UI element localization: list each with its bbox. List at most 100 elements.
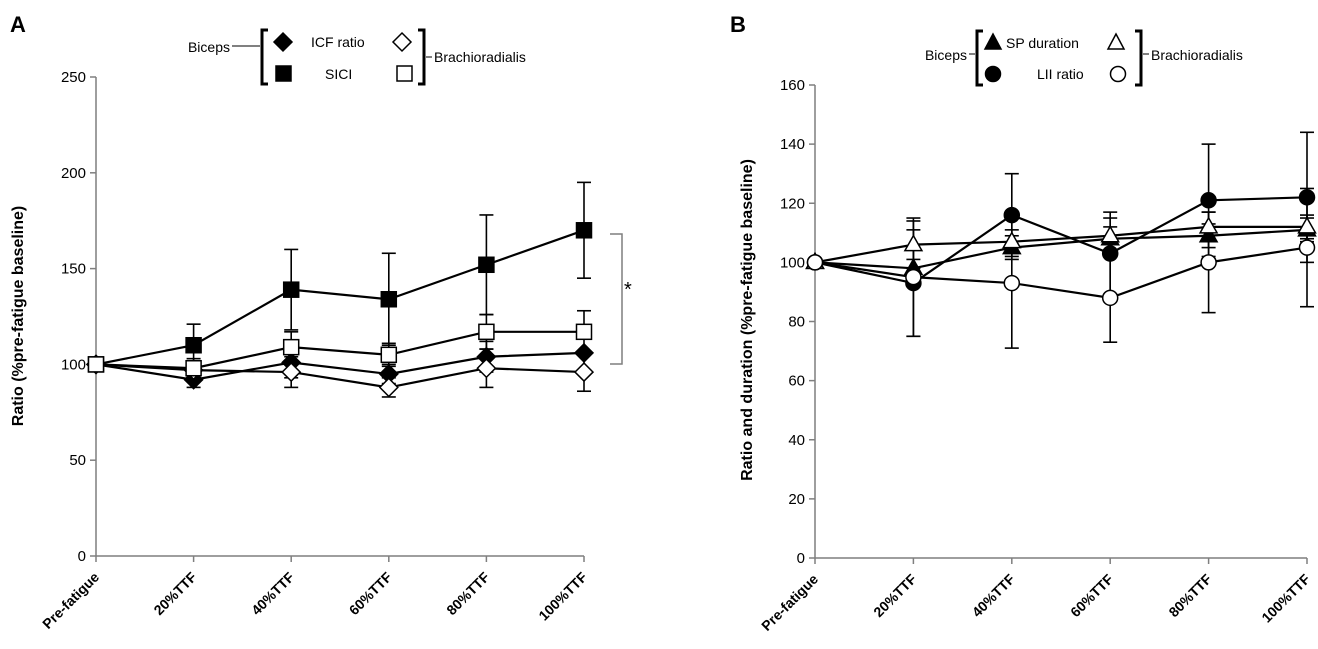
significance-bracket: [610, 233, 623, 365]
y-tick-label: 100: [780, 254, 805, 271]
data-point-icf-ratio-biceps: [573, 342, 595, 363]
data-point-lii-ratio-brachioradialis: [1003, 274, 1021, 292]
x-tick-label: 80%TTF: [1165, 570, 1215, 620]
series-line-sici-brachioradialis: [95, 330, 584, 370]
legend-marker-sici-brachio: [396, 65, 413, 82]
legend-a: Biceps Brachioradialis ICF ratio SICI: [188, 28, 526, 86]
data-point-sici-biceps: [575, 222, 593, 239]
x-tick-label: 100%TTF: [1258, 570, 1313, 625]
series-line-icf-ratio-biceps: [95, 351, 585, 381]
data-point-lii-ratio-brachioradialis: [1298, 239, 1316, 256]
data-point-sp-duration-brachioradialis: [903, 234, 924, 252]
data-point-sp-duration-brachioradialis: [1100, 225, 1120, 243]
panel-a: A Ratio (%pre-fatigue baseline) Biceps B…: [10, 12, 632, 632]
legend-bracket-right: [418, 28, 426, 86]
data-point-sici-brachioradialis: [478, 323, 495, 341]
legend-brachioradialis-label: Brachioradialis: [434, 49, 526, 65]
panel-label-b: B: [730, 12, 746, 37]
data-point-lii-ratio-brachioradialis: [806, 254, 824, 271]
legend-bracket-left: [260, 28, 268, 86]
y-axis-label-b: Ratio and duration (%pre-fatigue baselin…: [739, 159, 756, 481]
data-point-sp-duration-biceps: [1198, 225, 1219, 243]
legend-item-lii-ratio: LII ratio: [1037, 66, 1084, 82]
legend-item-sp-duration: SP duration: [1006, 35, 1079, 51]
legend-marker-lii-brachio: [1109, 65, 1127, 83]
y-tick-label: 0: [78, 548, 86, 565]
panel-label-a: A: [10, 12, 26, 37]
data-point-lii-ratio-biceps: [1101, 245, 1119, 262]
y-tick-label: 200: [61, 165, 86, 182]
series-line-sp-duration-brachioradialis: [814, 225, 1307, 264]
series-line-icf-ratio-brachioradialis: [95, 363, 585, 389]
x-tick-label: 20%TTF: [870, 570, 920, 620]
legend-marker-lii-biceps: [984, 65, 1002, 83]
y-tick-label: 50: [69, 452, 86, 469]
legend-b: Biceps Brachioradialis SP duration LII r…: [925, 29, 1243, 87]
data-point-sici-brachioradialis: [575, 323, 593, 341]
y-tick-label: 20: [788, 491, 805, 508]
y-tick-label: 140: [780, 136, 805, 153]
x-tick-label: 60%TTF: [1067, 570, 1117, 620]
y-axis-label-a: Ratio (%pre-fatigue baseline): [10, 206, 27, 426]
y-tick-label: 160: [780, 77, 805, 94]
x-tick-label: 20%TTF: [150, 568, 200, 618]
data-point-lii-ratio-biceps: [1003, 206, 1021, 224]
data-point-sp-duration-brachioradialis: [1297, 216, 1317, 234]
data-point-sici-brachioradialis: [185, 359, 202, 377]
x-tick-label: 60%TTF: [346, 568, 396, 618]
series-line-sp-duration-biceps: [814, 228, 1308, 270]
y-tick-label: 150: [61, 261, 86, 278]
significance-marker: *: [624, 279, 632, 301]
legend-biceps-label: Biceps: [188, 39, 230, 55]
data-point-lii-ratio-brachioradialis: [1200, 254, 1217, 271]
legend-marker-icf-biceps: [272, 31, 294, 53]
data-point-sp-duration-brachioradialis: [1198, 216, 1219, 234]
y-tick-label: 0: [797, 550, 805, 567]
legend-brachioradialis-label: Brachioradialis: [1151, 47, 1243, 63]
legend-biceps-label: Biceps: [925, 47, 967, 63]
data-point-sp-duration-brachioradialis: [1002, 231, 1022, 249]
y-tick-label: 60: [788, 373, 805, 390]
y-tick-label: 250: [61, 69, 86, 86]
series-line-lii-ratio-biceps: [814, 196, 1308, 285]
data-point-icf-ratio-brachioradialis: [476, 358, 497, 379]
data-point-icf-ratio-brachioradialis: [281, 362, 302, 383]
y-tick-label: 40: [788, 432, 805, 449]
data-point-icf-ratio-brachioradialis: [573, 362, 595, 383]
data-point-lii-ratio-biceps: [1200, 192, 1217, 209]
series-line-lii-ratio-brachioradialis: [814, 246, 1308, 299]
x-tick-label: 100%TTF: [535, 568, 590, 623]
data-point-sici-biceps: [185, 336, 202, 354]
x-tick-label: Pre-fatigue: [758, 571, 821, 634]
plot-area-a: 0 50 100 150 200 250 Pre-fatigue 20%TTF 40%TTF 60…: [39, 69, 595, 632]
data-point-lii-ratio-biceps: [1298, 189, 1316, 206]
data-point-sici-biceps: [478, 256, 495, 274]
legend-bracket-left: [975, 29, 983, 87]
legend-item-sici: SICI: [325, 66, 352, 82]
panel-b: B Ratio and duration (%pre-fatigue basel…: [730, 12, 1317, 634]
x-tick-label: Pre-fatigue: [39, 569, 102, 632]
data-point-sici-brachioradialis: [87, 356, 105, 373]
series-line-sici-biceps: [95, 229, 585, 366]
legend-marker-sp-brachio: [1106, 32, 1126, 50]
legend-marker-icf-brachio: [391, 31, 413, 53]
y-tick-label: 100: [61, 356, 86, 373]
x-tick-label: 80%TTF: [443, 568, 493, 618]
x-tick-label: 40%TTF: [969, 570, 1019, 620]
y-tick-label: 80: [788, 314, 805, 331]
legend-item-icf: ICF ratio: [311, 34, 365, 50]
data-point-sici-biceps: [380, 291, 398, 308]
data-point-sici-brachioradialis: [380, 346, 398, 364]
y-tick-label: 120: [780, 195, 805, 212]
data-point-lii-ratio-brachioradialis: [1101, 289, 1119, 307]
data-point-sici-biceps: [282, 281, 300, 298]
legend-marker-sici-biceps: [275, 65, 292, 82]
plot-area-b: 0 20 40 60 80 100 120 140 160 Pre-fatigue 20%TTF 40…: [758, 77, 1317, 634]
data-point-lii-ratio-brachioradialis: [905, 268, 922, 286]
legend-marker-sp-biceps: [983, 32, 1003, 50]
x-tick-label: 40%TTF: [248, 568, 298, 618]
legend-bracket-right: [1135, 29, 1143, 87]
data-point-sici-brachioradialis: [282, 338, 300, 356]
data-point-icf-ratio-brachioradialis: [378, 377, 399, 398]
